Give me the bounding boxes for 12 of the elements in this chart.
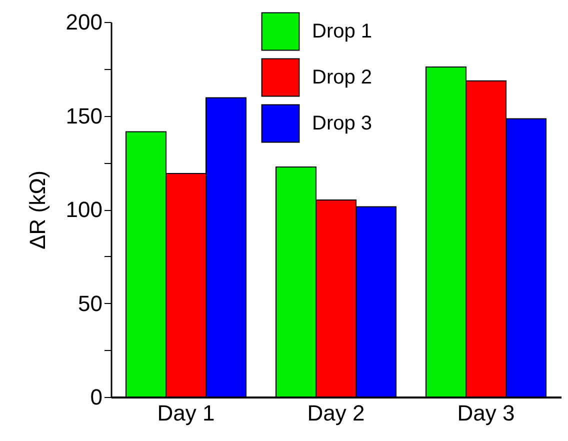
x-tick-label: Day 2 — [307, 400, 365, 426]
y-axis-title: ΔR (kΩ) — [24, 170, 50, 250]
legend-label: Drop 1 — [312, 20, 372, 42]
y-tick-label: 0 — [90, 384, 102, 410]
legend-label: Drop 2 — [312, 66, 372, 88]
x-tick-label: Day 1 — [157, 400, 215, 426]
y-tick-label: 200 — [66, 10, 102, 34]
y-tick-label: 100 — [66, 197, 102, 222]
x-tick-label: Day 3 — [457, 400, 515, 426]
y-tick-label: 50 — [78, 290, 102, 316]
legend-label: Drop 3 — [312, 112, 372, 134]
y-tick-label: 150 — [66, 103, 102, 128]
